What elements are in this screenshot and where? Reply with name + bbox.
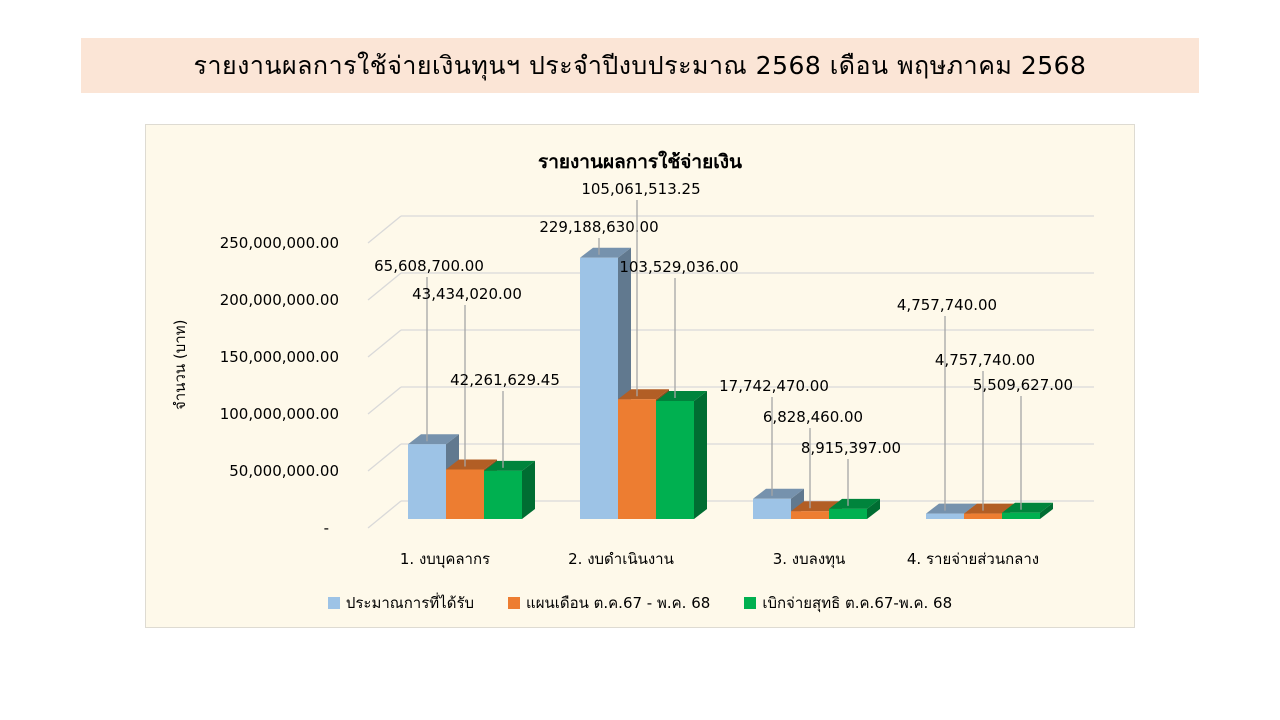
- legend-label: ประมาณการที่ได้รับ: [345, 594, 475, 612]
- bar-3-1[interactable]: [484, 470, 522, 519]
- bar-side: [1040, 502, 1053, 519]
- data-label: 103,529,036.00: [619, 258, 738, 276]
- data-label: 17,742,470.00: [719, 377, 829, 395]
- bar-3-2[interactable]: [656, 400, 694, 519]
- y-tick-label: 150,000,000.00: [220, 348, 339, 366]
- bar-side: [522, 460, 535, 519]
- data-label: 65,608,700.00: [374, 257, 484, 275]
- report-banner-title: รายงานผลการใช้จ่ายเงินทุนฯ ประจำปีงบประม…: [81, 38, 1199, 93]
- bar-3-3[interactable]: [829, 508, 867, 519]
- bar-top: [408, 434, 459, 445]
- bar-2-2[interactable]: [618, 399, 656, 519]
- chart-legend: ประมาณการที่ได้รับ แผนเดือน ต.ค.67 - พ.ค.…: [146, 591, 1134, 615]
- bar-top: [926, 503, 977, 514]
- y-tick-label: 200,000,000.00: [220, 291, 339, 309]
- bar-2-1[interactable]: [446, 469, 484, 519]
- legend-label: เบิกจ่ายสุทธิ ต.ค.67-พ.ค. 68: [762, 594, 953, 612]
- bar-top: [656, 390, 707, 401]
- bar-2-4[interactable]: [964, 513, 1002, 519]
- data-label: 42,261,629.45: [450, 371, 560, 389]
- y-tick-label: 250,000,000.00: [220, 234, 339, 252]
- legend-swatch-icon: [327, 597, 340, 609]
- legend-label: แผนเดือน ต.ค.67 - พ.ค. 68: [526, 594, 711, 612]
- bar-1-4[interactable]: [926, 513, 964, 519]
- data-label: 8,915,397.00: [801, 439, 901, 457]
- bar-top: [618, 389, 669, 400]
- legend-item-3[interactable]: เบิกจ่ายสุทธิ ต.ค.67-พ.ค. 68: [744, 591, 952, 615]
- data-label: 5,509,627.00: [973, 376, 1073, 394]
- bar-top: [484, 460, 535, 471]
- data-label: 43,434,020.00: [412, 285, 522, 303]
- bar-top: [753, 488, 804, 499]
- bar-top: [580, 247, 631, 258]
- bar-2-3[interactable]: [791, 511, 829, 519]
- bar-top: [964, 503, 1015, 514]
- gridline-diagonal: [367, 329, 402, 358]
- x-category-label: 3. งบลงทุน: [773, 550, 846, 569]
- bar-1-2[interactable]: [580, 257, 618, 519]
- bar-top: [1002, 502, 1053, 513]
- data-label: 4,757,740.00: [897, 296, 997, 314]
- legend-swatch-icon: [744, 597, 757, 609]
- legend-item-1[interactable]: ประมาณการที่ได้รับ: [327, 591, 475, 615]
- bar-top: [446, 459, 497, 470]
- bar-side: [694, 390, 707, 519]
- bar-side: [867, 498, 880, 519]
- x-category-label: 4. รายจ่ายส่วนกลาง: [907, 550, 1039, 568]
- data-label: 4,757,740.00: [935, 351, 1035, 369]
- legend-swatch-icon: [508, 597, 521, 609]
- plot-area: - 50,000,000.00 100,000,000.00 150,000,000.…: [220, 180, 1094, 569]
- chart-title: รายงานผลการใช้จ่ายเงิน: [538, 151, 742, 173]
- y-tick-label: -: [324, 519, 329, 537]
- gridline-diagonal: [367, 386, 402, 415]
- x-category-label: 2. งบดำเนินงาน: [568, 550, 674, 568]
- gridline-diagonal: [367, 272, 402, 301]
- chart-container: รายงานผลการใช้จ่ายเงิน จำนวน (บาท) -50,0…: [145, 124, 1135, 628]
- gridline-diagonal: [367, 443, 402, 472]
- bar-3-4[interactable]: [1002, 512, 1040, 519]
- gridline-diagonal: [367, 500, 402, 529]
- bar-top: [829, 498, 880, 509]
- data-label: 105,061,513.25: [581, 180, 700, 198]
- x-category-label: 1. งบบุคลากร: [400, 550, 490, 569]
- data-label: 229,188,630.00: [539, 218, 658, 236]
- y-tick-label: 100,000,000.00: [220, 405, 339, 423]
- bar-1-1[interactable]: [408, 444, 446, 519]
- data-label: 6,828,460.00: [763, 408, 863, 426]
- bar-1-3[interactable]: [753, 498, 791, 519]
- y-tick-label: 50,000,000.00: [229, 462, 339, 480]
- gridline-diagonal: [367, 215, 402, 244]
- legend-item-2[interactable]: แผนเดือน ต.ค.67 - พ.ค. 68: [508, 591, 710, 615]
